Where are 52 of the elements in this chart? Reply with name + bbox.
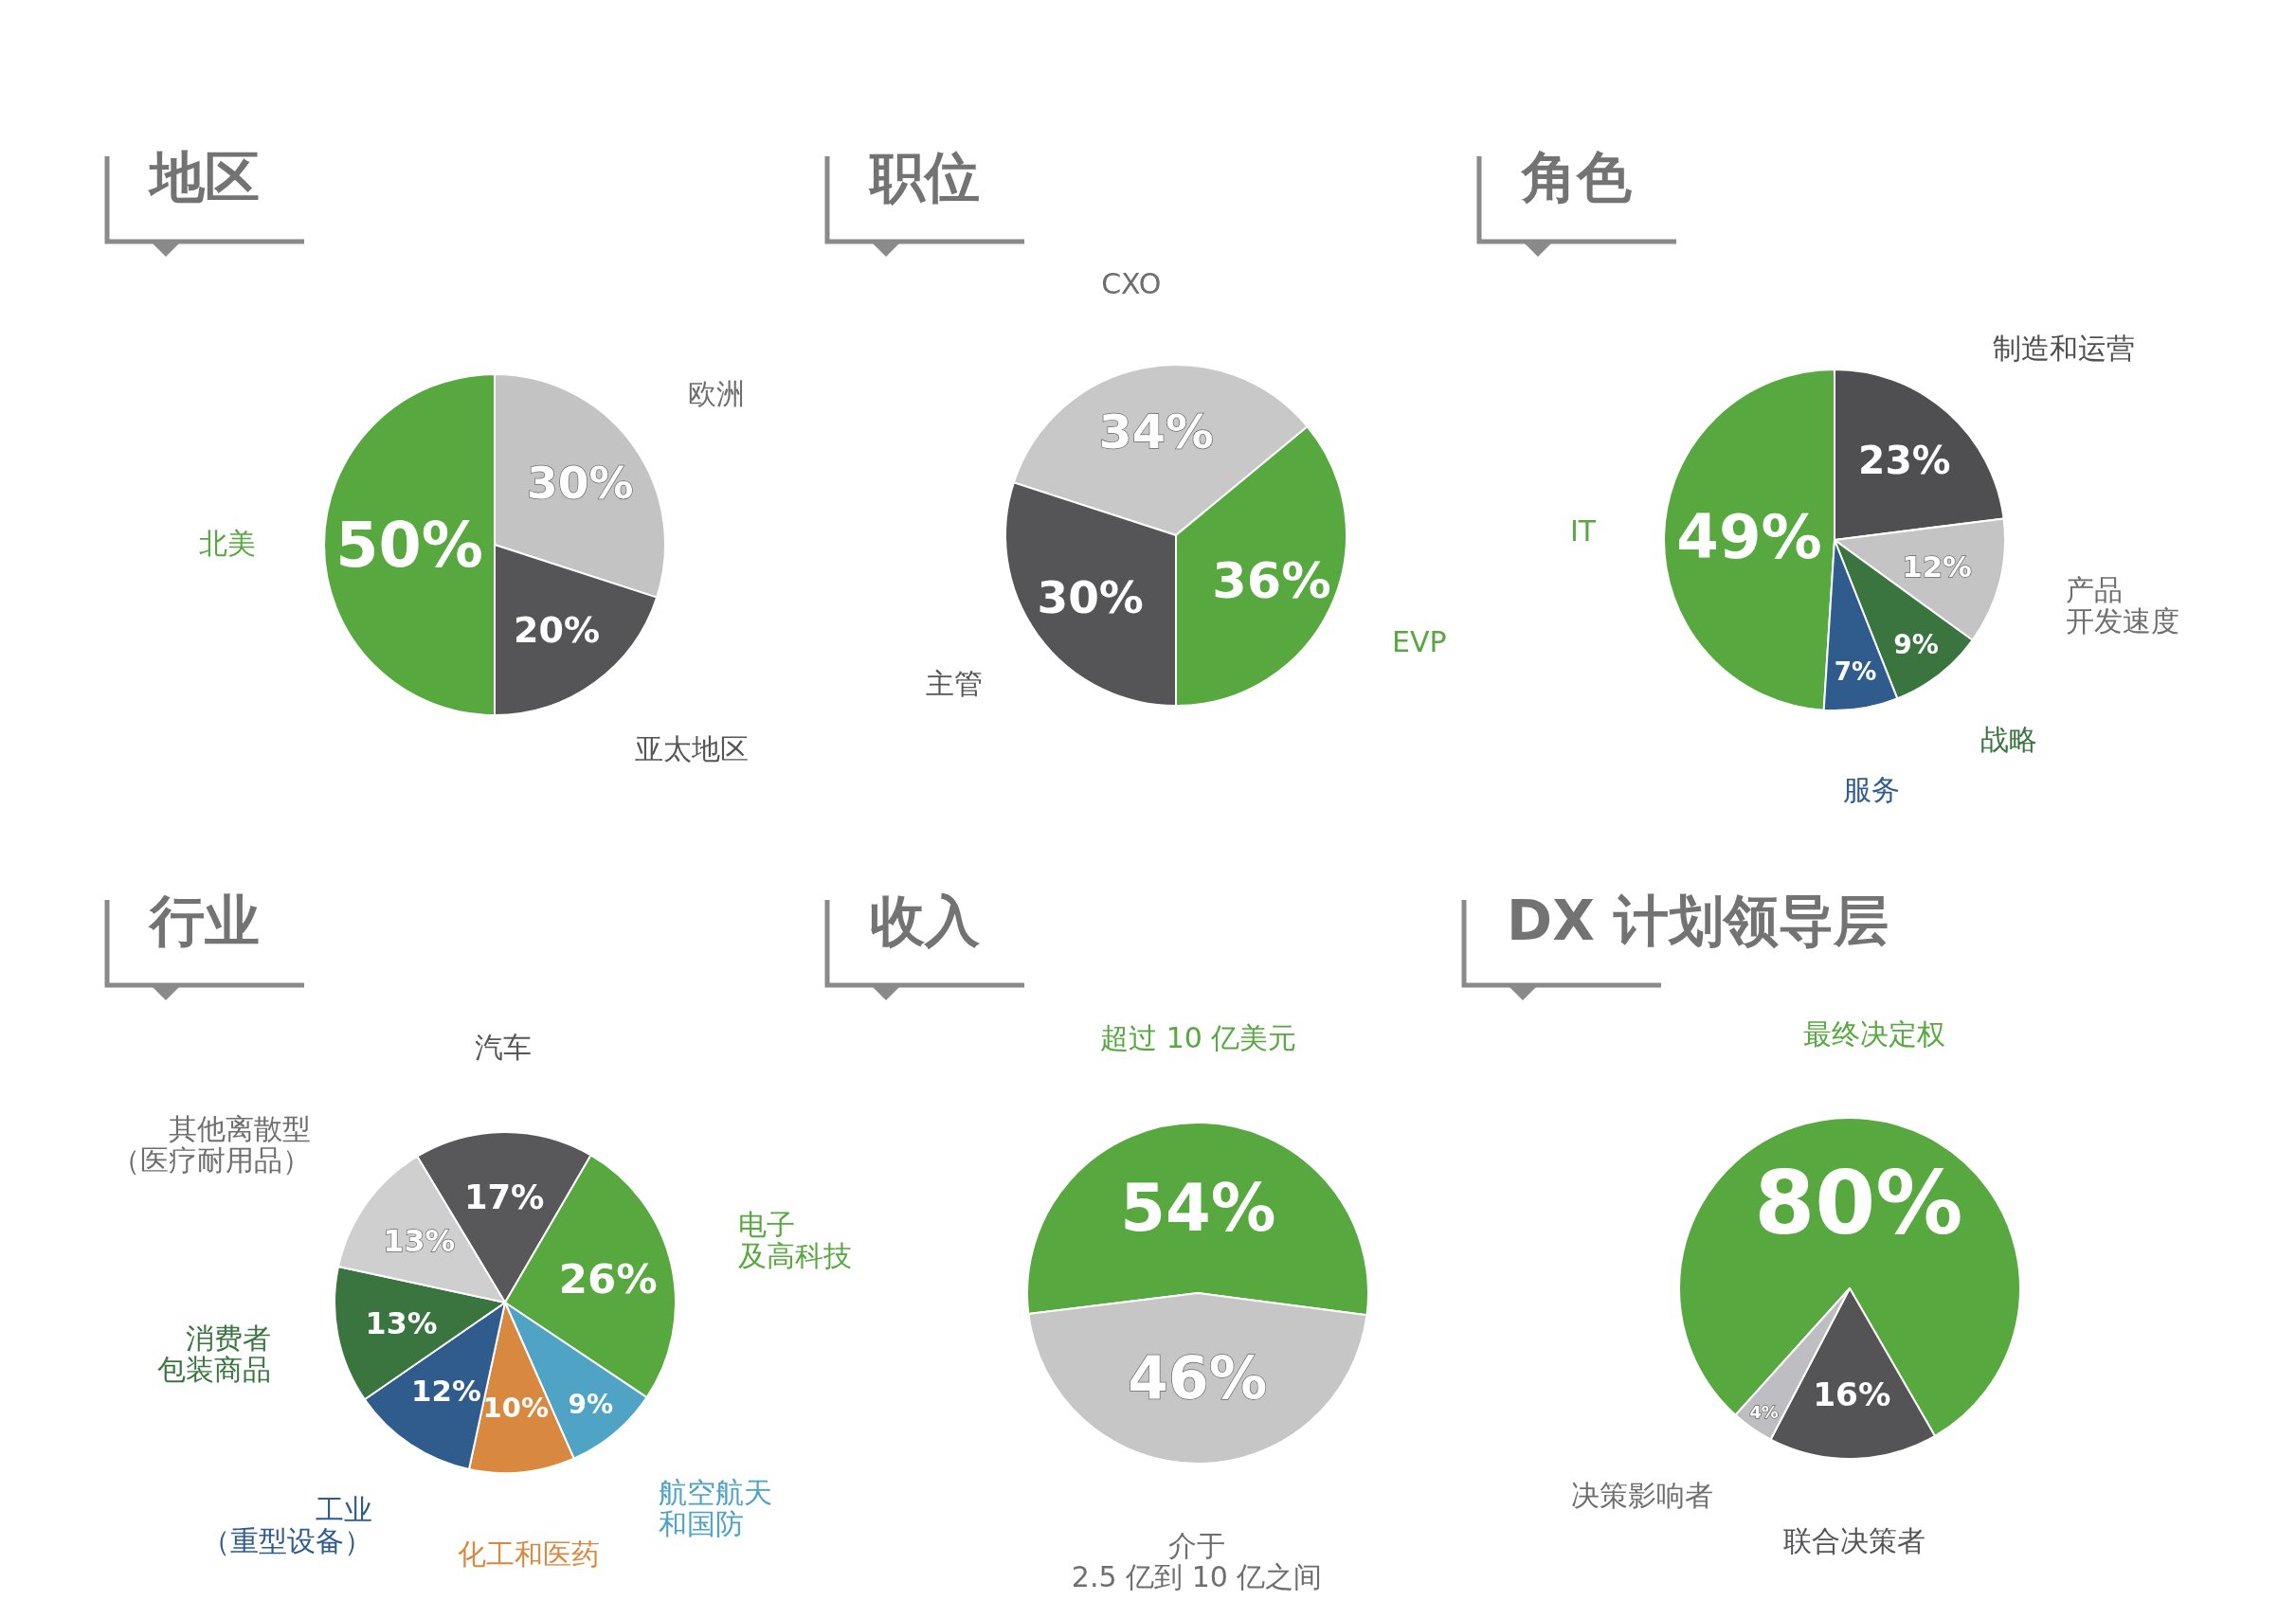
data-label: 10% — [482, 1392, 549, 1425]
slice-label: 北美 — [199, 527, 256, 560]
data-label: 36% — [1212, 551, 1331, 610]
data-label: 49% — [1676, 502, 1822, 573]
slice-label: 汽车 — [475, 1030, 533, 1064]
data-label: 30% — [1037, 571, 1144, 624]
slice-label: 欧洲 — [687, 377, 745, 411]
data-label: 23% — [1858, 438, 1951, 484]
data-label: 12% — [1902, 548, 1972, 584]
chart-title: DX 计划领导层 — [1507, 889, 1889, 953]
data-label: 26% — [558, 1254, 658, 1303]
slice-label: 电子及高科技 — [737, 1208, 852, 1273]
data-label: 16% — [1813, 1375, 1891, 1413]
slice-label: 产品开发速度 — [2066, 573, 2180, 638]
chart-title: 职位 — [868, 145, 980, 209]
slice-label: 战略 — [1980, 723, 2038, 757]
data-label: 9% — [1893, 629, 1939, 661]
data-label: 80% — [1754, 1152, 1963, 1254]
data-label: 13% — [383, 1224, 456, 1259]
chart-title: 行业 — [148, 889, 260, 953]
data-label: 50% — [335, 509, 483, 581]
slice-label: 决策影响者 — [1571, 1479, 1714, 1513]
chart-title: 收入 — [870, 889, 981, 953]
slice-label: 服务 — [1843, 773, 1901, 807]
slice-label: EVP — [1392, 625, 1447, 659]
slice-label: 工业（重型设备） — [201, 1493, 372, 1558]
data-label: 34% — [1098, 403, 1214, 459]
chart-title: 角色 — [1520, 145, 1632, 209]
slice-label: 最终决定权 — [1803, 1016, 1946, 1051]
slice-label: 化工和医药 — [458, 1537, 601, 1572]
slice-label: 其他离散型（医疗耐用品） — [112, 1111, 312, 1177]
data-label: 13% — [365, 1305, 438, 1340]
slice-label: 亚太地区 — [635, 732, 750, 766]
data-label: 7% — [1834, 656, 1877, 686]
data-label: 17% — [463, 1177, 545, 1216]
slice-label: 超过 10 亿美元 — [1100, 1020, 1297, 1054]
slice-label: IT — [1569, 513, 1597, 548]
slice-label: 航空航天和国防 — [658, 1475, 772, 1540]
data-label: 12% — [411, 1373, 481, 1408]
slice-label: 介于 2.5 亿到 10 亿之间 — [1071, 1529, 1323, 1594]
data-label: 9% — [568, 1389, 614, 1421]
slice-label: 消费者包装商品 — [156, 1321, 271, 1386]
slice-label: CXO — [1101, 267, 1162, 301]
slice-label: 主管 — [926, 666, 984, 700]
slice-label: 制造和运营 — [1992, 331, 2135, 365]
data-label: 46% — [1128, 1344, 1268, 1412]
data-label: 20% — [514, 609, 601, 652]
slice-label: 联合决策者 — [1783, 1524, 1926, 1558]
chart-title: 地区 — [148, 145, 260, 209]
data-label: 54% — [1120, 1170, 1276, 1246]
data-label: 30% — [527, 456, 634, 509]
data-label: 4% — [1749, 1401, 1779, 1422]
